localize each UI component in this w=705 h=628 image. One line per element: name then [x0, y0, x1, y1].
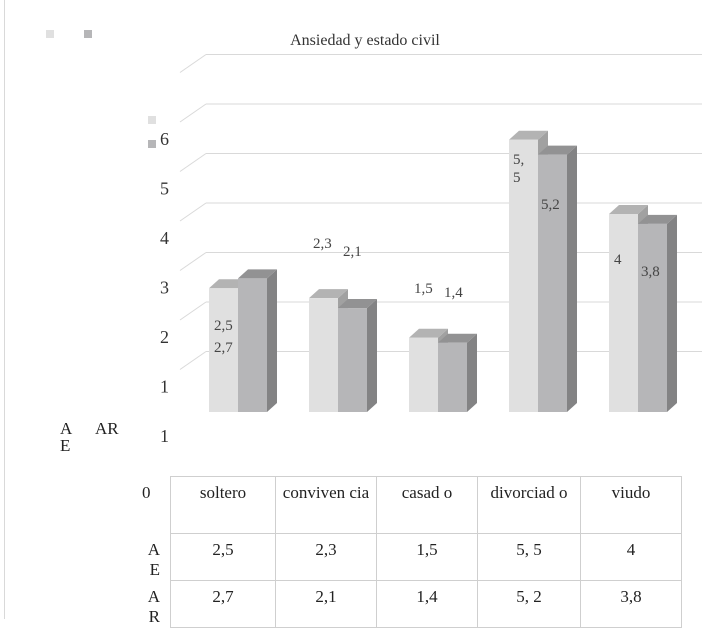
table-cell: 1,5	[376, 533, 478, 581]
chart-title: Ansiedad y estado civil	[290, 32, 440, 49]
table-cell: 2,5	[170, 533, 276, 581]
data-label-line: 5,2	[541, 197, 560, 213]
data-label: 5, 5	[513, 152, 524, 186]
bar-side	[267, 269, 277, 412]
data-label-line: 1,4	[444, 285, 463, 301]
legend-markers-top	[46, 30, 92, 38]
gridline-depth	[179, 252, 207, 271]
y-axis-ticks: 1 2 3 4 5 6 1	[160, 129, 169, 446]
table-cell: 5, 5	[477, 533, 581, 581]
side-legend-ae-text: A E	[60, 419, 72, 455]
y-tick-label: 1	[160, 426, 169, 446]
data-label: 2,3	[313, 236, 332, 252]
table-cell: 2,7	[170, 580, 276, 628]
data-label: 3,8	[641, 264, 660, 280]
table-header-convivencia: conviven cia	[275, 476, 377, 534]
bar-top	[538, 145, 577, 155]
y-tick-label: 2	[160, 327, 169, 347]
table-cell: 5, 2	[477, 580, 581, 628]
gridline-depth	[179, 351, 207, 370]
gridline-depth	[179, 153, 207, 172]
data-label: 5,2	[541, 197, 560, 213]
data-label: 1,5	[414, 281, 433, 297]
table-header-viudo: viudo	[580, 476, 682, 534]
gridline-depth	[179, 301, 207, 321]
gridline-depth	[179, 54, 207, 73]
data-label-line: 3,8	[641, 264, 660, 280]
data-label: 1,4	[444, 285, 463, 301]
y-tick-label: 3	[160, 278, 169, 298]
bar-top	[509, 130, 548, 140]
bar-top	[609, 205, 648, 214]
gridline-depth	[179, 103, 207, 123]
table-header-row: 0 soltero conviven cia casad o divorciad…	[140, 476, 682, 534]
bar-ar	[538, 154, 567, 412]
table-cell: 1,4	[376, 580, 478, 628]
legend-marker-ae	[148, 116, 156, 124]
bar-top	[338, 299, 377, 309]
data-label-line: 2,1	[343, 244, 362, 260]
side-legend-ae: A E	[60, 419, 72, 455]
bar-top	[638, 214, 677, 224]
bar-ae	[309, 298, 338, 412]
table-row: A R 2,7 2,1 1,4 5, 2 3,8	[140, 580, 682, 628]
data-label-line: 2,5	[214, 318, 233, 334]
data-label-line: 2,7	[214, 340, 233, 356]
table-header-casado: casad o	[376, 476, 478, 534]
y-tick-label: 6	[160, 129, 169, 149]
legend-marker-ar	[84, 30, 92, 38]
data-label-line: 2,3	[313, 236, 332, 252]
table-cell: 2,1	[275, 580, 377, 628]
data-label-line: 1,5	[414, 281, 433, 297]
y-tick-label: 4	[160, 228, 169, 248]
legend-marker-ar	[148, 140, 156, 148]
y-tick-label: 1	[160, 377, 169, 397]
table-header-divorciado: divorciad o	[477, 476, 581, 534]
frame-border	[4, 0, 5, 619]
bar-ar	[438, 342, 467, 412]
bar-side	[667, 214, 677, 412]
bar-ae	[509, 139, 538, 412]
data-labels: 2,52,72,3 2,11,5 1,45, 55,243,8	[214, 152, 660, 356]
side-legend-ar: AR	[95, 419, 119, 438]
bar-ar	[338, 308, 367, 412]
legend-marker-ae	[46, 30, 54, 38]
table-cell: 2,3	[275, 533, 377, 581]
bar-top	[409, 328, 448, 338]
data-label: 2,7	[214, 340, 233, 356]
data-table: 0 soltero conviven cia casad o divorciad…	[140, 476, 682, 628]
table-cell: 3,8	[580, 580, 682, 628]
legend-markers-side	[148, 116, 156, 148]
bar-ae	[209, 288, 238, 412]
data-label: 2,5	[214, 318, 233, 334]
table-row-label-ae: A E	[140, 533, 171, 581]
bar-side	[367, 299, 377, 412]
data-label-line: 5	[513, 170, 521, 186]
data-label: 4	[614, 252, 622, 268]
bar-top	[438, 333, 477, 343]
data-label-line: 5,	[513, 152, 524, 168]
bar-ar	[238, 278, 267, 412]
bar-ae	[609, 214, 638, 412]
table-cell: 4	[580, 533, 682, 581]
table-header-soltero: soltero	[170, 476, 276, 534]
bar-ar	[638, 223, 667, 412]
table-zero-label: 0	[140, 476, 171, 534]
bar-chart: Ansiedad y estado civil 1 2 3 4 5 6 1 2,5 2,7 2,…	[46, 30, 702, 446]
bars	[209, 130, 677, 412]
bar-side	[567, 145, 577, 412]
table-row: A E 2,5 2,3 1,5 5, 5 4	[140, 533, 682, 581]
bar-top	[309, 289, 348, 299]
bar-ae	[409, 337, 438, 412]
data-label-line: 4	[614, 252, 622, 268]
table-row-label-ar: A R	[140, 580, 171, 628]
gridline-depth	[179, 202, 207, 222]
y-tick-label: 5	[160, 179, 169, 199]
data-label: 2,1	[343, 244, 362, 260]
bar-side	[467, 333, 477, 412]
bar-top	[238, 269, 277, 279]
